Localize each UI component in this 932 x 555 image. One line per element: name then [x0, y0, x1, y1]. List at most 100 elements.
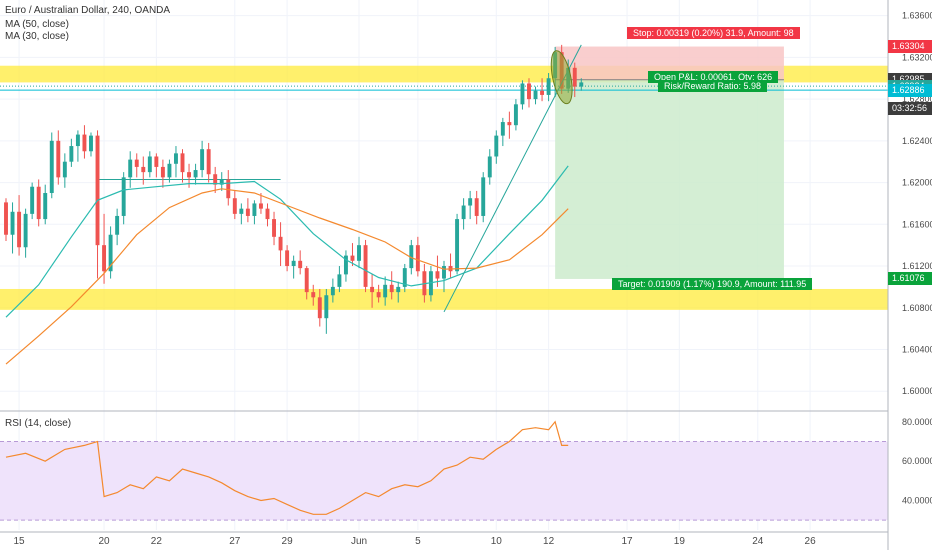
candle	[95, 130, 100, 279]
candle	[468, 190, 473, 220]
candle	[389, 271, 394, 300]
x-tick-label: 10	[491, 536, 503, 547]
candle-body	[455, 219, 460, 272]
candle-body	[30, 186, 35, 214]
candle-body	[239, 208, 244, 214]
candle-body	[154, 156, 159, 167]
candle	[226, 170, 231, 206]
candle	[102, 213, 107, 284]
candle	[232, 190, 237, 220]
candle	[219, 172, 224, 191]
candle	[337, 266, 342, 293]
candle-body	[363, 245, 368, 287]
candle-body	[291, 260, 296, 267]
candle	[69, 138, 74, 167]
rsi-legend[interactable]: RSI (14, close)	[5, 418, 72, 429]
candle	[455, 213, 460, 275]
candle-body	[95, 135, 100, 246]
candle-body	[147, 156, 152, 173]
ma-line	[5, 188, 569, 365]
candle	[108, 226, 113, 279]
candle	[245, 198, 250, 223]
candle-body	[487, 156, 492, 178]
candle-body	[258, 203, 263, 209]
candle	[147, 151, 152, 178]
sr-zone	[0, 288, 888, 310]
risk-reward-label[interactable]: Risk/Reward Ratio: 5.98	[658, 80, 768, 92]
position-boxes	[0, 46, 888, 279]
candle	[402, 263, 407, 293]
candle-body	[304, 268, 309, 293]
candle-body	[343, 255, 348, 275]
ma30-legend[interactable]: MA (30, close)	[5, 31, 69, 42]
trendline-layer	[443, 44, 582, 313]
y-tick-label: 1.63600	[902, 11, 932, 21]
candle	[36, 179, 41, 227]
price-tag: 1.63304	[888, 40, 932, 54]
x-tick-label: 15	[14, 536, 26, 547]
candle	[239, 203, 244, 225]
candle-body	[298, 260, 303, 269]
target-label[interactable]: Target: 0.01909 (1.17%) 190.9, Amount: 1…	[612, 278, 813, 290]
candle	[17, 195, 22, 256]
candle	[474, 190, 479, 225]
symbol-title[interactable]: Euro / Australian Dollar, 240, OANDA	[5, 5, 171, 16]
candle-body	[389, 284, 394, 293]
candle-body	[272, 219, 276, 237]
candle-body	[134, 159, 139, 167]
candle-body	[245, 208, 250, 216]
candle-body	[402, 268, 407, 287]
candle-body	[415, 245, 420, 272]
target-zone	[555, 79, 784, 279]
x-tick-label: 17	[621, 536, 633, 547]
candle-body	[206, 149, 211, 175]
candle-body	[167, 163, 172, 178]
candle-body	[23, 213, 28, 248]
candle	[278, 222, 283, 267]
candle-body	[115, 215, 120, 235]
candle	[298, 250, 303, 275]
x-tick-label: 19	[674, 536, 686, 547]
candle	[10, 202, 15, 254]
candle	[213, 166, 218, 194]
rsi-line	[5, 420, 569, 515]
candle	[56, 130, 61, 185]
candle	[174, 146, 178, 178]
candle	[481, 172, 486, 223]
candle	[272, 211, 276, 246]
candle	[167, 159, 172, 183]
stop-label[interactable]: Stop: 0.00319 (0.20%) 31.9, Amount: 98	[627, 27, 800, 39]
candle-body	[507, 122, 512, 126]
candle-body	[89, 135, 93, 152]
candle	[376, 284, 381, 303]
candle-body	[317, 297, 322, 319]
candle	[160, 159, 165, 188]
candle	[75, 130, 80, 162]
candle	[461, 198, 466, 230]
candle-body	[357, 245, 361, 261]
candle-body	[494, 135, 499, 157]
candle-body	[49, 140, 54, 194]
candle-body	[324, 295, 329, 319]
candle	[154, 153, 159, 178]
candle-body	[376, 292, 381, 298]
candle	[206, 142, 211, 183]
candle	[23, 208, 28, 258]
rsi-tick-label: 40.0000	[902, 496, 932, 506]
candle	[442, 260, 446, 293]
candle	[363, 239, 368, 293]
candle-body	[17, 211, 22, 248]
ma50-legend[interactable]: MA (50, close)	[5, 19, 69, 30]
candle	[285, 245, 290, 272]
candle	[258, 193, 263, 214]
candle-body	[337, 274, 342, 287]
y-tick-label: 1.62800	[902, 94, 932, 104]
x-tick-label: 27	[229, 536, 241, 547]
y-tick-label: 1.60000	[902, 386, 932, 396]
candle	[343, 250, 348, 282]
candle	[520, 80, 525, 110]
candle-body	[10, 211, 15, 235]
candle	[572, 62, 577, 98]
